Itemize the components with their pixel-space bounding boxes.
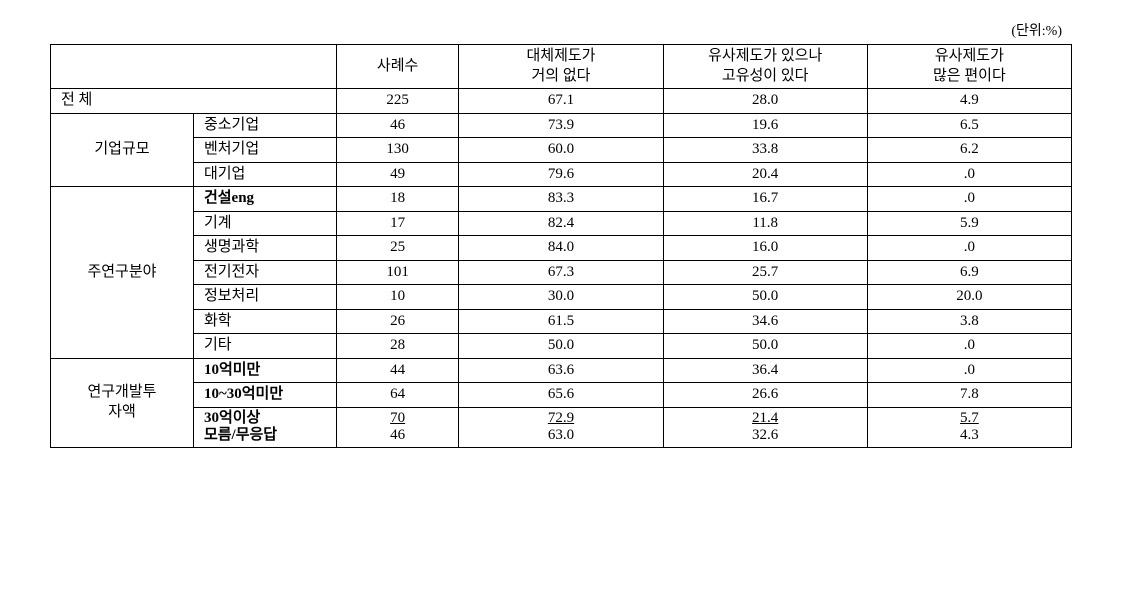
cell: .0 — [867, 236, 1071, 261]
total-c1: 67.1 — [459, 89, 663, 114]
cell-overlap: 72.9 63.0 — [459, 407, 663, 447]
cell: 79.6 — [459, 162, 663, 187]
cell: 17 — [336, 211, 459, 236]
total-c2: 28.0 — [663, 89, 867, 114]
table-row: 정보처리 10 30.0 50.0 20.0 — [51, 285, 1072, 310]
cell: 5.9 — [867, 211, 1071, 236]
cell: 10 — [336, 285, 459, 310]
table-row: 주연구분야 건설eng 18 83.3 16.7 .0 — [51, 187, 1072, 212]
cell-overlap: 5.7 4.3 — [867, 407, 1071, 447]
cell: 16.7 — [663, 187, 867, 212]
cell: 26.6 — [663, 383, 867, 408]
header-blank — [51, 45, 337, 89]
table-row: 대기업 49 79.6 20.4 .0 — [51, 162, 1072, 187]
cell: 83.3 — [459, 187, 663, 212]
table-row: 기업규모 중소기업 46 73.9 19.6 6.5 — [51, 113, 1072, 138]
header-col4: 대체제도가 거의 없다 — [459, 45, 663, 89]
cell: 16.0 — [663, 236, 867, 261]
data-table: 사례수 대체제도가 거의 없다 유사제도가 있으나 고유성이 있다 유사제도가 … — [50, 44, 1072, 448]
sub-label: 생명과학 — [193, 236, 336, 261]
cell: 18 — [336, 187, 459, 212]
group3-label: 연구개발투 자액 — [51, 358, 194, 447]
unit-label: (단위:%) — [50, 20, 1072, 40]
cell: .0 — [867, 334, 1071, 359]
cell: 101 — [336, 260, 459, 285]
total-n: 225 — [336, 89, 459, 114]
sub-label: 대기업 — [193, 162, 336, 187]
cell: 28 — [336, 334, 459, 359]
group1-label: 기업규모 — [51, 113, 194, 187]
sub-label: 정보처리 — [193, 285, 336, 310]
cell: 61.5 — [459, 309, 663, 334]
cell: 60.0 — [459, 138, 663, 163]
sub-label: 기계 — [193, 211, 336, 236]
cell: 20.4 — [663, 162, 867, 187]
table-row: 10~30억미만 64 65.6 26.6 7.8 — [51, 383, 1072, 408]
cell: 36.4 — [663, 358, 867, 383]
cell: 67.3 — [459, 260, 663, 285]
cell: .0 — [867, 187, 1071, 212]
cell: 82.4 — [459, 211, 663, 236]
header-col6: 유사제도가 많은 편이다 — [867, 45, 1071, 89]
cell: 46 — [336, 113, 459, 138]
table-row: 벤처기업 130 60.0 33.8 6.2 — [51, 138, 1072, 163]
cell: 6.2 — [867, 138, 1071, 163]
cell: 6.5 — [867, 113, 1071, 138]
sub-label: 전기전자 — [193, 260, 336, 285]
sub-label: 벤처기업 — [193, 138, 336, 163]
cell: 6.9 — [867, 260, 1071, 285]
table-row: 기타 28 50.0 50.0 .0 — [51, 334, 1072, 359]
cell: 84.0 — [459, 236, 663, 261]
table-row-overlap: 30억이상 모름/무응답 70 46 72.9 63.0 21.4 32.6 5… — [51, 407, 1072, 447]
cell: 11.8 — [663, 211, 867, 236]
row-total: 전 체 225 67.1 28.0 4.9 — [51, 89, 1072, 114]
cell: 33.8 — [663, 138, 867, 163]
sub-label: 건설eng — [193, 187, 336, 212]
sub-label: 10억미만 — [193, 358, 336, 383]
cell: 65.6 — [459, 383, 663, 408]
cell-overlap: 21.4 32.6 — [663, 407, 867, 447]
sub-label: 화학 — [193, 309, 336, 334]
group2-label: 주연구분야 — [51, 187, 194, 359]
total-label: 전 체 — [51, 89, 337, 114]
table-row: 화학 26 61.5 34.6 3.8 — [51, 309, 1072, 334]
cell: .0 — [867, 162, 1071, 187]
cell: 50.0 — [663, 334, 867, 359]
cell: 64 — [336, 383, 459, 408]
cell-overlap: 70 46 — [336, 407, 459, 447]
cell: 30.0 — [459, 285, 663, 310]
cell: 49 — [336, 162, 459, 187]
cell: 44 — [336, 358, 459, 383]
total-c3: 4.9 — [867, 89, 1071, 114]
header-col5: 유사제도가 있으나 고유성이 있다 — [663, 45, 867, 89]
table-row: 생명과학 25 84.0 16.0 .0 — [51, 236, 1072, 261]
cell: 26 — [336, 309, 459, 334]
cell: 7.8 — [867, 383, 1071, 408]
header-count: 사례수 — [336, 45, 459, 89]
cell: 50.0 — [459, 334, 663, 359]
cell: 20.0 — [867, 285, 1071, 310]
cell: 25.7 — [663, 260, 867, 285]
table-row: 전기전자 101 67.3 25.7 6.9 — [51, 260, 1072, 285]
sub-label: 10~30억미만 — [193, 383, 336, 408]
cell: 25 — [336, 236, 459, 261]
cell: 130 — [336, 138, 459, 163]
sub-label-overlap: 30억이상 모름/무응답 — [193, 407, 336, 447]
table-row: 기계 17 82.4 11.8 5.9 — [51, 211, 1072, 236]
table-row: 연구개발투 자액 10억미만 44 63.6 36.4 .0 — [51, 358, 1072, 383]
header-row: 사례수 대체제도가 거의 없다 유사제도가 있으나 고유성이 있다 유사제도가 … — [51, 45, 1072, 89]
cell: 3.8 — [867, 309, 1071, 334]
cell: 50.0 — [663, 285, 867, 310]
cell: 19.6 — [663, 113, 867, 138]
sub-label: 중소기업 — [193, 113, 336, 138]
cell: .0 — [867, 358, 1071, 383]
cell: 63.6 — [459, 358, 663, 383]
sub-label: 기타 — [193, 334, 336, 359]
cell: 34.6 — [663, 309, 867, 334]
cell: 73.9 — [459, 113, 663, 138]
